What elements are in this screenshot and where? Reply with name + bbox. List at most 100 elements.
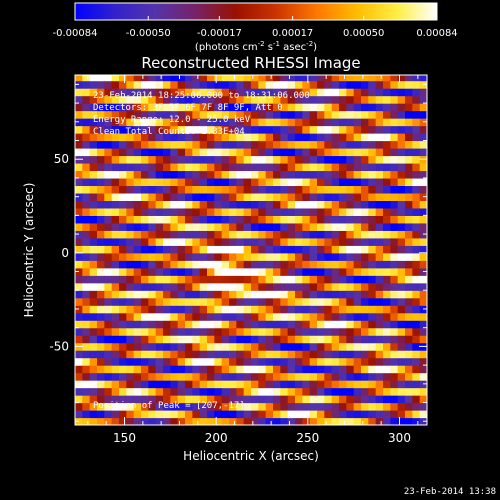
heatmap-cell — [375, 170, 384, 179]
heatmap-cell — [309, 395, 318, 404]
heatmap-cell — [148, 207, 157, 216]
heatmap-cell — [346, 297, 355, 306]
heatmap-cell — [89, 192, 98, 202]
heatmap-cell — [236, 147, 245, 157]
heatmap-cell — [375, 252, 384, 261]
heatmap-cell — [236, 75, 245, 82]
heatmap-cell — [412, 170, 421, 179]
heatmap-cell — [199, 185, 208, 194]
heatmap-cell — [89, 177, 98, 187]
heatmap-cell — [199, 125, 208, 134]
heatmap-cell — [324, 395, 333, 404]
heatmap-cell — [170, 75, 179, 82]
heatmap-cell — [141, 95, 149, 104]
heatmap-cell — [75, 252, 83, 261]
heatmap-cell — [317, 103, 325, 112]
heatmap-cell — [177, 312, 186, 321]
heatmap-cell — [111, 327, 120, 336]
heatmap-cell — [419, 327, 427, 336]
heatmap-cell — [148, 103, 157, 112]
heatmap-cell — [177, 88, 186, 97]
heatmap-cell — [119, 335, 127, 344]
heatmap-cell — [375, 140, 384, 149]
heatmap-cell — [265, 320, 274, 329]
heatmap-cell — [251, 410, 259, 419]
heatmap-cell — [295, 88, 303, 97]
heatmap-cell — [97, 222, 105, 231]
heatmap-cell — [331, 95, 340, 104]
heatmap-cell — [273, 170, 281, 179]
heatmap-cell — [375, 410, 384, 419]
heatmap-cell — [119, 267, 127, 276]
heatmap-cell — [412, 230, 421, 239]
heatmap-cell — [273, 312, 281, 321]
heatmap-cell — [236, 365, 245, 374]
heatmap-cell — [251, 297, 259, 306]
heatmap-cell — [155, 162, 164, 172]
heatmap-cell — [361, 395, 369, 404]
heatmap-cell — [375, 290, 384, 299]
heatmap-cell — [324, 267, 333, 276]
heatmap-cell — [412, 237, 421, 246]
heatmap-cell — [397, 275, 406, 284]
heatmap-cell — [309, 170, 318, 179]
heatmap-cell — [199, 417, 208, 425]
heatmap-cell — [405, 380, 413, 389]
heatmap-cell — [141, 140, 149, 149]
heatmap-cell — [339, 410, 347, 419]
heatmap-cell — [361, 200, 369, 209]
heatmap-cell — [133, 110, 142, 119]
heatmap-cell — [273, 395, 281, 404]
heatmap-cell — [148, 88, 157, 97]
heatmap-cell — [273, 372, 281, 381]
heatmap-cell — [82, 252, 91, 261]
heatmap-cell — [119, 230, 127, 239]
heatmap-cell — [119, 305, 127, 314]
heatmap-cell — [170, 335, 179, 344]
heatmap-cell — [141, 80, 149, 89]
heatmap-cell — [104, 155, 113, 164]
heatmap-cell — [163, 282, 171, 291]
heatmap-cell — [295, 103, 303, 112]
heatmap-cell — [214, 222, 223, 231]
heatmap-cell — [229, 170, 237, 179]
heatmap-cell — [185, 133, 193, 142]
heatmap-cell — [280, 200, 289, 209]
heatmap-cell — [75, 245, 83, 254]
heatmap-cell — [390, 140, 399, 149]
heatmap-cell — [207, 417, 215, 425]
heatmap-cell — [97, 305, 105, 314]
heatmap-cell — [192, 140, 201, 149]
heatmap-cell — [75, 215, 83, 224]
heatmap-cell — [141, 275, 149, 284]
heatmap-cell — [295, 222, 303, 231]
heatmap-cell — [287, 387, 296, 396]
heatmap-cell — [353, 185, 362, 194]
heatmap-cell — [141, 365, 149, 374]
heatmap-cell — [258, 350, 267, 359]
heatmap-cell — [207, 252, 215, 261]
heatmap-cell — [258, 110, 267, 119]
heatmap-cell — [126, 88, 135, 97]
heatmap-cell — [104, 177, 113, 187]
heatmap-cell — [251, 245, 259, 254]
heatmap-cell — [273, 327, 281, 336]
heatmap-cell — [339, 320, 347, 329]
heatmap-cell — [148, 260, 157, 269]
heatmap-cell — [346, 230, 355, 239]
heatmap-cell — [148, 230, 157, 239]
heatmap-cell — [346, 387, 355, 396]
heatmap-cell — [265, 207, 274, 216]
heatmap-cell — [97, 320, 105, 329]
heatmap-cell — [287, 320, 296, 329]
heatmap-cell — [221, 147, 230, 157]
heatmap-cell — [412, 75, 421, 82]
heatmap-cell — [419, 95, 427, 104]
heatmap-cell — [155, 290, 164, 299]
heatmap-cell — [119, 342, 127, 351]
heatmap-cell — [111, 297, 120, 306]
heatmap-cell — [97, 260, 105, 269]
heatmap-cell — [133, 200, 142, 209]
heatmap-cell — [236, 312, 245, 321]
heatmap-cell — [104, 380, 113, 389]
